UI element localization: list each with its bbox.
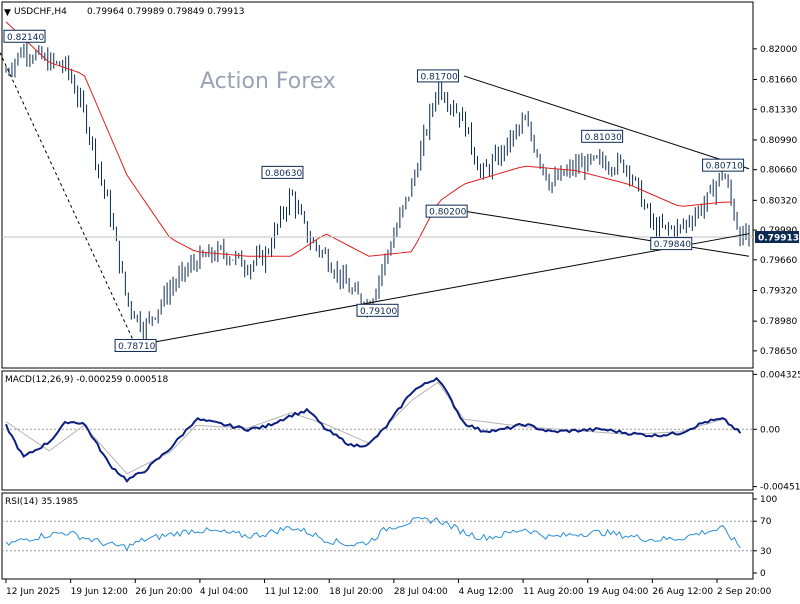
time-tick-label: 26 Jun 20:00 <box>135 587 192 597</box>
trendline <box>0 51 137 346</box>
price-tick-label: 0.80990 <box>760 136 797 146</box>
price-annotation-label: 0.79840 <box>654 240 691 250</box>
price-tick-label: 0.82000 <box>760 45 797 55</box>
price-tick-label: 0.78650 <box>760 347 797 357</box>
time-tick-label: 26 Aug 12:00 <box>652 587 713 597</box>
price-tick-label: 0.80320 <box>760 196 797 206</box>
moving-average-line <box>5 21 732 257</box>
price-annotation-box <box>261 165 304 179</box>
time-tick-label: 28 Jul 04:00 <box>394 587 448 597</box>
rsi-tick-label: 100 <box>760 495 777 505</box>
price-annotation-label: 0.78710 <box>118 342 155 352</box>
price-annotation-box <box>650 237 693 251</box>
macd-tick-label: 0.004325 <box>760 370 800 380</box>
price-annotation-label: 0.81030 <box>585 133 622 143</box>
price-annotation-box <box>114 338 157 352</box>
macd-signal-line <box>5 381 724 475</box>
price-annotation-box <box>425 204 468 218</box>
time-tick-label: 19 Jun 12:00 <box>71 587 128 597</box>
price-annotation-label: 0.80710 <box>706 162 743 172</box>
price-annotation-label: 0.79100 <box>360 307 397 317</box>
time-tick-label: 11 Jul 12:00 <box>265 587 319 597</box>
price-tick-label: 0.81660 <box>760 76 797 86</box>
time-tick-label: 19 Aug 04:00 <box>588 587 649 597</box>
price-annotation-box <box>356 303 399 317</box>
trendline <box>463 75 750 170</box>
macd-tick-label: 0.00 <box>760 425 780 435</box>
price-tick-label: 0.81330 <box>760 105 797 115</box>
price-tick-label: 0.79320 <box>760 286 797 296</box>
price-annotation-box <box>581 129 624 143</box>
trendline <box>135 233 750 346</box>
macd-title: MACD(12,26,9) -0.000259 0.000518 <box>5 375 168 385</box>
price-annotation-label: 0.80200 <box>429 208 466 218</box>
time-tick-label: 4 Jul 04:00 <box>200 587 249 597</box>
time-tick-label: 11 Aug 20:00 <box>523 587 584 597</box>
time-tick-label: 4 Aug 12:00 <box>458 587 513 597</box>
price-annotation-label: 0.80630 <box>265 169 302 179</box>
price-annotation-box <box>416 69 459 83</box>
macd-panel-frame <box>1 370 754 491</box>
current-price-label: 0.79913 <box>758 234 799 244</box>
macd-tick-label: -0.004511 <box>760 483 800 493</box>
current-price-badge <box>755 231 799 244</box>
trendline <box>463 210 750 257</box>
price-annotation-box <box>702 158 745 172</box>
ohlc-readout: 0.79964 0.79989 0.79849 0.79913 <box>87 7 244 17</box>
rsi-line <box>5 516 741 552</box>
rsi-title: RSI(14) 35.1985 <box>5 497 78 507</box>
watermark-text: Action Forex <box>200 69 336 94</box>
price-annotation-label: 0.81700 <box>420 72 457 82</box>
rsi-panel-frame <box>1 492 754 580</box>
time-tick-label: 2 Sep 20:00 <box>717 587 772 597</box>
time-tick-label: 12 Jun 2025 <box>6 587 60 597</box>
time-tick-label: 18 Jul 20:00 <box>329 587 383 597</box>
rsi-tick-label: 0 <box>760 569 766 579</box>
macd-main-line <box>5 376 742 483</box>
price-annotation-box <box>3 29 46 43</box>
symbol-label: USDCHF,H4 <box>14 7 67 17</box>
price-tick-label: 0.78980 <box>760 317 797 327</box>
price-annotation-label: 0.82140 <box>7 33 44 43</box>
price-tick-label: 0.79660 <box>760 256 797 266</box>
rsi-tick-label: 70 <box>760 517 772 527</box>
price-tick-label: 0.80660 <box>760 166 797 176</box>
rsi-tick-label: 30 <box>760 547 772 557</box>
collapse-triangle-icon[interactable]: ▼ <box>4 8 11 18</box>
